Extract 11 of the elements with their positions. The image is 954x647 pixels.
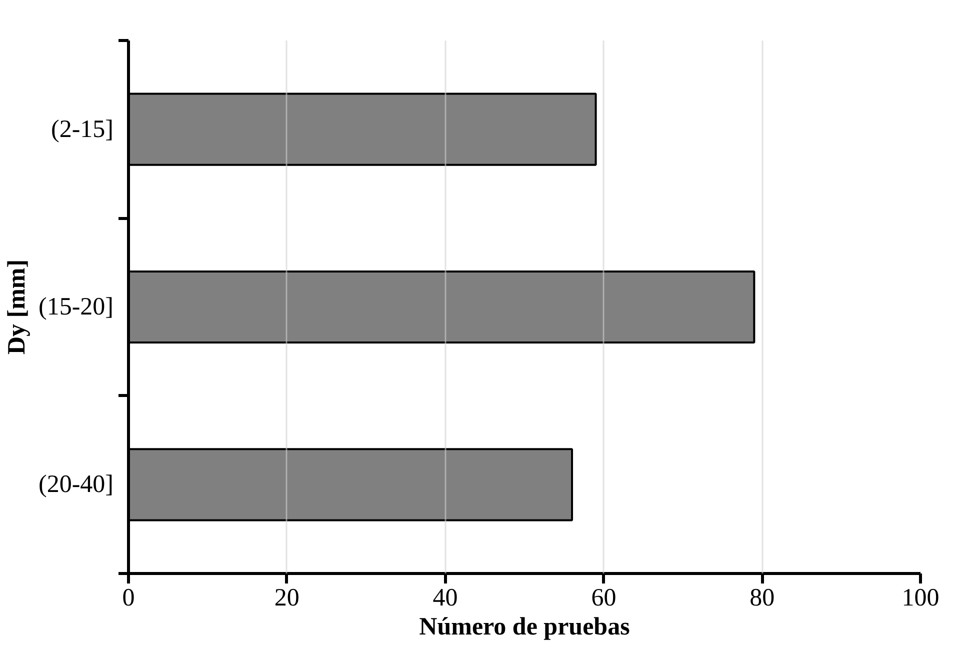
x-tick-label: 40 [432, 584, 458, 612]
x-tick-label: 20 [274, 584, 300, 612]
x-tick-label: 100 [902, 584, 940, 612]
x-tick-label: 60 [591, 584, 616, 612]
x-axis-title: Número de pruebas [419, 614, 630, 640]
y-tick-label: (2-15] [51, 116, 114, 143]
x-tick-label: 80 [750, 584, 775, 612]
y-tick-label: (15-20] [38, 294, 114, 320]
y-tick-label: (20-40] [38, 471, 114, 498]
x-tick-label: 0 [122, 584, 135, 612]
y-axis-title: Dy [mm] [4, 259, 31, 355]
